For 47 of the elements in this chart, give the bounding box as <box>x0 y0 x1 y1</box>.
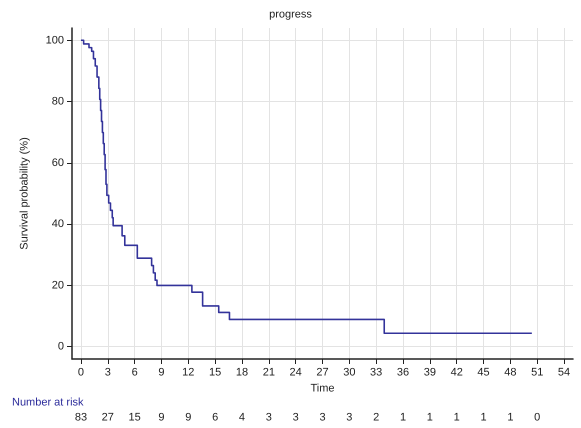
x-tick-label: 12 <box>182 366 194 378</box>
text: Number at risk <box>12 396 84 408</box>
x-tick-label: 0 <box>78 366 84 378</box>
y-axis-title: Survival probability (%) <box>18 137 30 250</box>
text: 1 <box>454 412 460 424</box>
x-tick-label: 15 <box>209 366 222 378</box>
y-tick-label: 20 <box>52 279 64 292</box>
text: 3 <box>292 412 299 424</box>
x-tick-label: 27 <box>316 366 329 378</box>
x-tick-label: 30 <box>343 366 356 378</box>
text: 2 <box>373 412 380 424</box>
y-tick-label: 40 <box>52 218 64 230</box>
text: 1 <box>400 412 406 424</box>
x-tick-label: 3 <box>104 366 111 378</box>
y-tick-label: 60 <box>52 156 64 169</box>
x-tick-label: 54 <box>558 366 570 378</box>
text: 83 <box>74 412 88 424</box>
text: 9 <box>185 412 192 424</box>
x-tick-label: 51 <box>531 366 544 378</box>
x-tick-label: 6 <box>132 366 138 378</box>
x-axis-title: Time <box>310 382 335 394</box>
y-tick-label: 100 <box>46 34 64 46</box>
text: 0 <box>534 412 540 424</box>
x-tick-label: 33 <box>370 366 382 378</box>
x-tick-label: 21 <box>262 366 275 378</box>
text: 27 <box>102 412 114 424</box>
text: 1 <box>507 412 514 424</box>
text: 1 <box>426 412 433 424</box>
x-tick-label: 45 <box>477 366 490 378</box>
chart-title: progress <box>269 8 312 20</box>
y-tick-label: 0 <box>58 340 64 353</box>
text: 6 <box>212 412 218 424</box>
x-tick-label: 24 <box>290 366 302 378</box>
y-tick-label: 80 <box>52 96 64 108</box>
text: 9 <box>158 412 165 424</box>
x-tick-label: 48 <box>504 366 516 378</box>
x-tick-label: 39 <box>424 366 436 378</box>
x-tick-label: 9 <box>158 366 165 378</box>
text: 3 <box>346 412 352 424</box>
text: 4 <box>238 412 246 424</box>
text: 1 <box>480 412 487 424</box>
text: 3 <box>266 412 272 424</box>
text: 3 <box>319 412 326 424</box>
text: 15 <box>128 412 141 424</box>
x-tick-label: 36 <box>396 366 410 378</box>
x-tick-label: 18 <box>236 366 248 378</box>
x-tick-label: 42 <box>450 366 463 378</box>
